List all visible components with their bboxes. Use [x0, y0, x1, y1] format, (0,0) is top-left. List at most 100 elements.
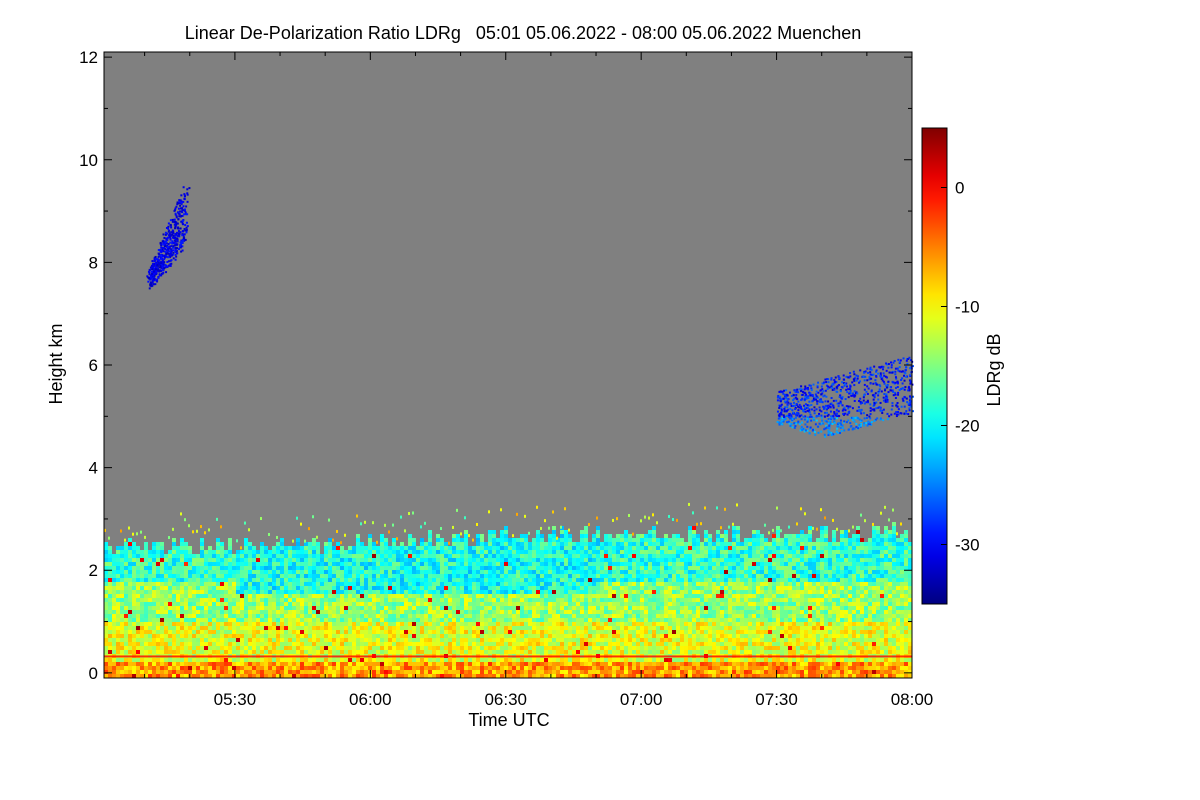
- bl-cell: [416, 586, 420, 590]
- bl-cell: [276, 646, 280, 650]
- bl-cell: [396, 590, 400, 594]
- bl-cell: [344, 554, 348, 558]
- bl-cell: [560, 670, 564, 674]
- bl-cell: [424, 598, 428, 602]
- bl-cell: [540, 562, 544, 566]
- bl-cell: [524, 642, 528, 646]
- bl-cell: [264, 666, 268, 670]
- bl-cell: [172, 630, 176, 634]
- bl-cell: [572, 586, 576, 590]
- bl-cell: [344, 598, 348, 602]
- bl-cell: [412, 650, 416, 654]
- bl-cell: [176, 658, 180, 662]
- bl-cell: [168, 634, 172, 638]
- bl-cell: [312, 598, 316, 602]
- bl-cell: [624, 594, 628, 598]
- bl-cell: [640, 634, 644, 638]
- bl-cell: [132, 570, 136, 574]
- bl-cell: [156, 602, 160, 606]
- bl-cell: [452, 662, 456, 666]
- bl-cell: [664, 542, 668, 546]
- bl-cell: [412, 542, 416, 546]
- bl-cell: [136, 586, 140, 590]
- bl-cell: [420, 666, 424, 670]
- bl-cell: [424, 570, 428, 574]
- bl-cell: [312, 590, 316, 594]
- bl-cell: [220, 610, 224, 614]
- bl-cell: [272, 650, 276, 654]
- bl-cell: [132, 638, 136, 642]
- bl-cell: [352, 610, 356, 614]
- bl-cell: [496, 566, 500, 570]
- bl-cell: [192, 662, 196, 666]
- bl-cell: [376, 646, 380, 650]
- bl-cell: [604, 606, 608, 610]
- bl-cell: [288, 574, 292, 578]
- bl-cell: [612, 634, 616, 638]
- bl-cell: [160, 662, 164, 666]
- bl-cell: [368, 630, 372, 634]
- bl-cell: [476, 598, 480, 602]
- bl-cell: [532, 546, 536, 550]
- bl-cell: [628, 606, 632, 610]
- bl-cell: [488, 662, 492, 666]
- bl-cell: [252, 622, 256, 626]
- bl-cell: [468, 638, 472, 642]
- bl-cell: [144, 542, 148, 546]
- bl-cell: [376, 558, 380, 562]
- bl-cell: [428, 530, 432, 534]
- bl-cell: [268, 666, 272, 670]
- bl-cell: [504, 606, 508, 610]
- bl-cell: [456, 606, 460, 610]
- bl-cell: [288, 586, 292, 590]
- bl-cell: [664, 634, 668, 638]
- bl-cell: [308, 598, 312, 602]
- bl-cell: [312, 662, 316, 666]
- bl-cell: [300, 646, 304, 650]
- bl-cell: [484, 666, 488, 670]
- bl-cell: [308, 566, 312, 570]
- bl-cell: [176, 578, 180, 582]
- bl-cell: [268, 670, 272, 674]
- bl-cell: [640, 646, 644, 650]
- bl-cell: [620, 638, 624, 642]
- bl-cell: [632, 658, 636, 662]
- bl-cell: [180, 590, 184, 594]
- bl-cell: [540, 670, 544, 674]
- bl-cell: [300, 642, 304, 646]
- bl-cell: [636, 610, 640, 614]
- bl-cell: [624, 610, 628, 614]
- bl-cell: [288, 642, 292, 646]
- bl-cell: [556, 622, 560, 626]
- bl-cell: [440, 666, 444, 670]
- bl-cell: [644, 534, 648, 538]
- bl-cell: [336, 642, 340, 646]
- bl-cell: [648, 590, 652, 594]
- bl-cell: [572, 562, 576, 566]
- bl-cell: [400, 566, 404, 570]
- bl-cell: [532, 582, 536, 586]
- bl-cell: [332, 598, 336, 602]
- bl-cell: [616, 554, 620, 558]
- bl-cell: [180, 538, 184, 542]
- bl-cell: [632, 610, 636, 614]
- bl-cell: [284, 618, 288, 622]
- bl-cell: [376, 622, 380, 626]
- bl-cell: [564, 538, 568, 542]
- bl-cell: [464, 638, 468, 642]
- bl-cell: [588, 670, 592, 674]
- bl-cell: [104, 578, 108, 582]
- bl-cell: [564, 670, 568, 674]
- bl-speckle: [460, 532, 462, 536]
- bl-cell: [356, 674, 360, 678]
- bl-cell: [380, 570, 384, 574]
- bl-cell: [388, 614, 392, 618]
- bl-cell: [516, 662, 520, 666]
- bl-cell: [652, 594, 656, 598]
- bl-cell: [352, 546, 356, 550]
- bl-cell: [124, 574, 128, 578]
- bl-cell: [564, 618, 568, 622]
- bl-cell: [272, 618, 276, 622]
- bl-cell: [660, 614, 664, 618]
- bl-cell: [648, 598, 652, 602]
